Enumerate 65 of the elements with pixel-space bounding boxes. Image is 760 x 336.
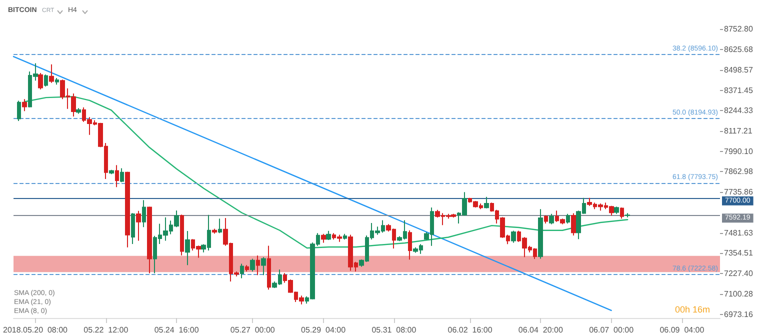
x-tick-label: 06.04 20:00 [518, 326, 564, 334]
y-tick-label: 7990.10 [724, 146, 754, 156]
candlestick [620, 206, 624, 220]
candlestick [49, 64, 54, 84]
candlestick [212, 228, 217, 234]
candlestick [142, 200, 146, 228]
y-tick-label: 7100.28 [724, 289, 754, 298]
y-tick-label: 7481.63 [724, 228, 754, 238]
y-tick-label: 7354.51 [724, 248, 754, 258]
candlestick [625, 212, 630, 218]
candlestick [185, 230, 190, 266]
y-tick-label: 7862.98 [724, 167, 754, 176]
candlestick [180, 214, 184, 256]
candlestick [321, 233, 326, 244]
candlestick [22, 98, 27, 112]
candlestick [218, 218, 222, 234]
x-tick-label: 06.07 00:00 [589, 326, 634, 334]
y-tick-label: 8498.57 [724, 65, 754, 74]
line-series [24, 96, 628, 249]
candlestick [44, 74, 48, 88]
candlestick [256, 255, 260, 276]
candlestick [571, 212, 576, 236]
candlestick [76, 108, 81, 114]
candlestick [614, 206, 619, 214]
candlestick [245, 264, 249, 272]
candlestick [261, 256, 266, 276]
candlestick [267, 245, 271, 290]
candlestick [484, 196, 489, 209]
candlestick [115, 164, 119, 188]
candlestick [55, 78, 59, 86]
candlestick [566, 213, 570, 224]
y-tick-label: 7227.40 [724, 269, 754, 278]
annotation: 00h 16m [674, 304, 710, 314]
x-tick-label: 05.31 08:00 [372, 326, 417, 334]
y-tick-label: 8625.68 [724, 45, 754, 54]
x-tick-label: 05.22 12:00 [84, 326, 129, 334]
candlestick [109, 169, 114, 175]
candlestick [120, 168, 124, 183]
x-tick-label: 05.24 16:00 [154, 326, 200, 334]
candlestick [125, 171, 130, 248]
candlestick [343, 233, 347, 240]
x-tick-label: 2018.05.20 08:00 [2, 326, 68, 334]
y-tick-label: 6973.16 [724, 310, 754, 319]
y-tick-label: 8371.45 [724, 86, 754, 95]
candlestick [326, 230, 331, 240]
y-tick-label: 7735.86 [724, 188, 754, 197]
y-tick-label: 8244.33 [724, 106, 754, 116]
candlestick [544, 214, 548, 224]
candlestick [240, 263, 244, 279]
x-tick-label: 05.27 00:00 [230, 326, 276, 334]
candlestick [38, 72, 43, 90]
x-tick-label: 06.02 16:00 [448, 326, 493, 334]
candlestick [131, 212, 135, 244]
candlestick [538, 208, 543, 260]
candlestick [17, 100, 21, 122]
candlestick [250, 258, 255, 272]
y-tick-label: 8117.21 [724, 126, 753, 136]
candlestick [549, 213, 554, 225]
y-tick-label: 8752.80 [724, 24, 754, 34]
candlestick [408, 230, 412, 260]
candlestick [147, 206, 152, 274]
x-tick-label: 06.09 04:00 [660, 326, 705, 334]
x-tick-label: 05.29 04:00 [301, 326, 346, 334]
candlestick [511, 230, 516, 244]
candlestick [136, 210, 141, 242]
